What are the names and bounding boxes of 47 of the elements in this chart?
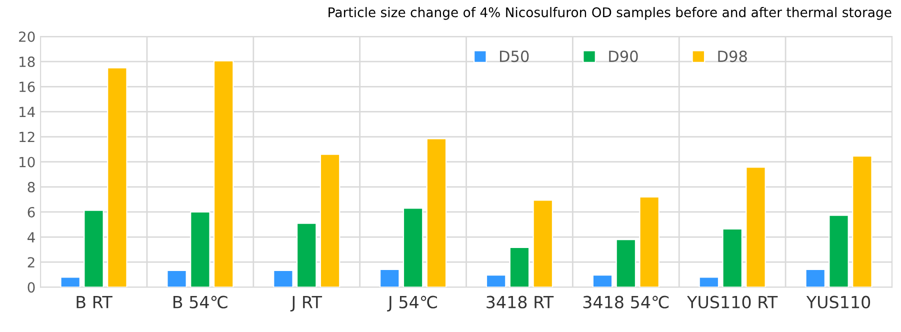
bar [616,239,636,288]
bar [486,274,506,288]
y-tick-label: 20 [19,31,35,42]
x-tick-label: J 54℃ [387,296,437,312]
y-tick-label: 10 [20,156,35,168]
y-tick-label: 2 [28,257,34,268]
bar [698,276,720,288]
y-tick-label: 6 [28,206,35,218]
bar [107,67,128,288]
legend-label: D98 [718,50,747,62]
y-tick-label: 0 [28,282,35,293]
bar [805,268,826,288]
bar [166,270,187,288]
y-tick-label: 4 [28,232,35,242]
bar [402,208,424,288]
bar [84,210,104,288]
bar [592,274,613,288]
bar [190,211,210,288]
bar [509,246,530,288]
bar [532,200,554,288]
y-tick-label: 8 [28,182,35,192]
bar [296,222,317,288]
x-tick-label: 3418 RT [486,296,554,308]
legend-label: D50 [500,50,529,62]
x-tick-label: B 54℃ [173,296,228,308]
x-tick-label: YUS110 [806,296,870,308]
bar [320,154,340,288]
bar [380,268,400,288]
bar [639,196,660,288]
bar [746,166,766,288]
bar [722,228,742,288]
bar [828,214,849,288]
bar [213,60,234,288]
x-tick-label: J RT [290,296,322,312]
bar [60,276,80,288]
y-tick-label: 16 [20,82,35,92]
y-tick-label: 14 [20,106,35,117]
y-tick-label: 18 [20,56,35,68]
x-tick-label: 3418 54℃ [583,296,669,308]
bar [273,270,294,288]
bar [426,138,447,288]
x-tick-label: YUS110 RT [687,296,778,308]
legend-label: D90 [609,50,638,62]
y-tick-label: 12 [20,132,34,142]
bar [852,156,872,288]
x-tick-label: B RT [76,296,112,308]
chart-title: Particle size change of 4% Nicosulfuron OD samples before and after thermal storage [328,7,892,20]
